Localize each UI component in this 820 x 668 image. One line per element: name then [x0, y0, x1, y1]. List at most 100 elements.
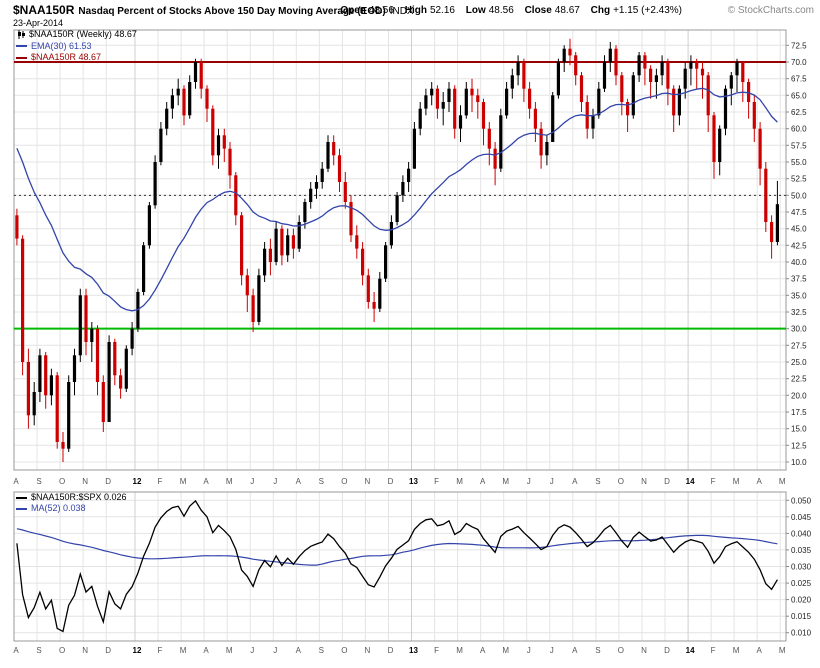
svg-text:M: M: [180, 477, 187, 486]
svg-text:37.5: 37.5: [791, 275, 807, 284]
svg-text:12: 12: [133, 646, 142, 655]
svg-text:60.0: 60.0: [791, 125, 807, 134]
svg-text:A: A: [296, 646, 302, 655]
svg-text:F: F: [434, 646, 439, 655]
ratio-legend-marker: [16, 496, 27, 499]
svg-text:F: F: [158, 477, 163, 486]
svg-text:M: M: [502, 646, 509, 655]
svg-text:40.0: 40.0: [791, 258, 807, 267]
svg-text:0.025: 0.025: [791, 579, 812, 588]
svg-text:S: S: [36, 477, 41, 486]
svg-text:22.5: 22.5: [791, 375, 807, 384]
svg-text:F: F: [158, 646, 163, 655]
svg-text:F: F: [711, 646, 716, 655]
svg-text:0.015: 0.015: [791, 612, 812, 621]
svg-text:20.0: 20.0: [791, 391, 807, 400]
svg-text:A: A: [572, 646, 578, 655]
high-label: High: [404, 5, 427, 16]
svg-text:N: N: [365, 646, 371, 655]
svg-text:15.0: 15.0: [791, 425, 807, 434]
svg-text:55.0: 55.0: [791, 158, 807, 167]
close-label: Close: [524, 5, 552, 16]
close-value: 48.67: [554, 5, 580, 16]
svg-text:35.0: 35.0: [791, 291, 807, 300]
svg-text:A: A: [203, 646, 209, 655]
svg-text:42.5: 42.5: [791, 241, 807, 250]
svg-text:S: S: [36, 646, 41, 655]
svg-text:62.5: 62.5: [791, 108, 807, 117]
svg-text:45.0: 45.0: [791, 225, 807, 234]
svg-text:N: N: [82, 477, 88, 486]
ohlc-summary: Open 48.56 High 52.16 Low 48.56 Close 48.67 …: [340, 5, 682, 16]
svg-text:S: S: [595, 646, 600, 655]
svg-text:M: M: [226, 646, 233, 655]
svg-text:47.5: 47.5: [791, 208, 807, 217]
svg-text:70.0: 70.0: [791, 58, 807, 67]
low-value: 48.56: [488, 5, 514, 16]
open-value: 48.56: [368, 5, 394, 16]
svg-text:M: M: [779, 477, 786, 486]
legend-ema-value: EMA(30) 61.53: [31, 40, 92, 51]
svg-text:O: O: [618, 477, 624, 486]
legend-ratio-value: $NAA150R:$SPX 0.026: [31, 492, 127, 502]
svg-text:O: O: [59, 477, 65, 486]
svg-text:M: M: [502, 477, 509, 486]
svg-text:0.040: 0.040: [791, 529, 812, 538]
svg-text:J: J: [273, 477, 277, 486]
svg-text:S: S: [319, 646, 324, 655]
svg-text:13: 13: [409, 646, 418, 655]
ema-legend-marker: [16, 45, 27, 48]
svg-text:D: D: [105, 477, 111, 486]
svg-text:30.0: 30.0: [791, 325, 807, 334]
svg-text:F: F: [711, 477, 716, 486]
svg-text:A: A: [296, 477, 302, 486]
chart-exchange: INDX: [389, 6, 414, 17]
svg-text:F: F: [434, 477, 439, 486]
svg-text:D: D: [664, 477, 670, 486]
svg-text:52.5: 52.5: [791, 175, 807, 184]
svg-text:J: J: [550, 477, 554, 486]
svg-text:O: O: [618, 646, 624, 655]
lower-chart-legend: $NAA150R:$SPX 0.026 MA(52) 0.038: [16, 492, 127, 514]
svg-text:M: M: [456, 477, 463, 486]
svg-text:J: J: [527, 646, 531, 655]
svg-text:17.5: 17.5: [791, 408, 807, 417]
svg-text:M: M: [180, 646, 187, 655]
chart-symbol: $NAA150R: [13, 3, 75, 17]
svg-text:57.5: 57.5: [791, 141, 807, 150]
main-chart-legend: $NAA150R (Weekly) 48.67 EMA(30) 61.53 $N…: [16, 29, 137, 64]
svg-text:0.045: 0.045: [791, 513, 812, 522]
chg-label: Chg: [590, 5, 611, 16]
svg-text:12: 12: [133, 477, 142, 486]
svg-text:N: N: [641, 646, 647, 655]
svg-text:67.5: 67.5: [791, 75, 807, 84]
svg-text:0.030: 0.030: [791, 563, 812, 572]
svg-text:M: M: [456, 646, 463, 655]
svg-text:50.0: 50.0: [791, 191, 807, 200]
svg-text:J: J: [250, 477, 254, 486]
svg-text:65.0: 65.0: [791, 91, 807, 100]
svg-text:J: J: [527, 477, 531, 486]
high-value: 52.16: [429, 5, 455, 16]
open-label: Open: [340, 5, 366, 16]
chart-header: $NAA150R Nasdaq Percent of Stocks Above 1…: [13, 3, 414, 17]
svg-text:J: J: [250, 646, 254, 655]
svg-text:A: A: [757, 646, 763, 655]
ratio-ma-legend-marker: [16, 507, 27, 510]
svg-text:M: M: [733, 646, 740, 655]
svg-text:0.035: 0.035: [791, 546, 812, 555]
svg-text:A: A: [13, 646, 19, 655]
legend-lastprice-value: $NAA150R 48.67: [31, 52, 102, 62]
svg-text:M: M: [733, 477, 740, 486]
chg-value: +1.15 (+2.43%): [613, 5, 682, 16]
svg-text:12.5: 12.5: [791, 441, 807, 450]
svg-text:14: 14: [686, 646, 695, 655]
svg-text:14: 14: [686, 477, 695, 486]
svg-text:72.5: 72.5: [791, 41, 807, 50]
low-label: Low: [465, 5, 486, 16]
svg-text:A: A: [203, 477, 209, 486]
svg-text:D: D: [388, 477, 394, 486]
svg-text:S: S: [595, 477, 600, 486]
